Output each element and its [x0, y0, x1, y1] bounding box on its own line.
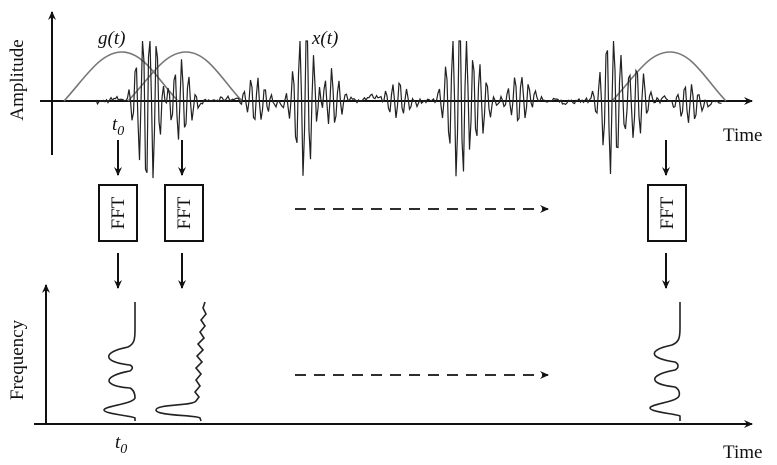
spectrum-3 [649, 302, 681, 421]
spectrum-2 [155, 301, 207, 422]
top-plot: Amplitude Time g(t) x(t) t0 [7, 11, 762, 179]
bottom-time-axis-label: Time [723, 442, 762, 463]
spectrum-1 [103, 302, 136, 421]
t0-subscript-top: 0 [117, 124, 124, 139]
t0-subscript-bottom: 0 [120, 442, 127, 457]
fft-label-2: FFT [174, 196, 195, 229]
fft-block-3: FFT [647, 184, 687, 242]
signal-curve [95, 40, 722, 179]
t0-label-bottom: t0 [115, 432, 127, 457]
t0-label-top: t0 [112, 114, 124, 139]
fft-label-1: FFT [108, 196, 129, 229]
top-time-axis-label: Time [723, 125, 762, 146]
t0-letter-top: t [112, 114, 118, 135]
window-curve-1 [63, 51, 179, 102]
fft-label-3: FFT [657, 196, 678, 229]
signal-label: x(t) [311, 28, 338, 49]
amplitude-axis-label: Amplitude [7, 39, 28, 120]
bottom-plot: Frequency Time t0 [7, 284, 762, 463]
fft-block-1: FFT [98, 184, 138, 242]
window-curve-2 [127, 51, 243, 102]
fft-block-2: FFT [164, 184, 204, 242]
frequency-axis-label: Frequency [7, 319, 28, 400]
window-label: g(t) [98, 28, 125, 49]
t0-letter-bottom: t [115, 432, 121, 453]
